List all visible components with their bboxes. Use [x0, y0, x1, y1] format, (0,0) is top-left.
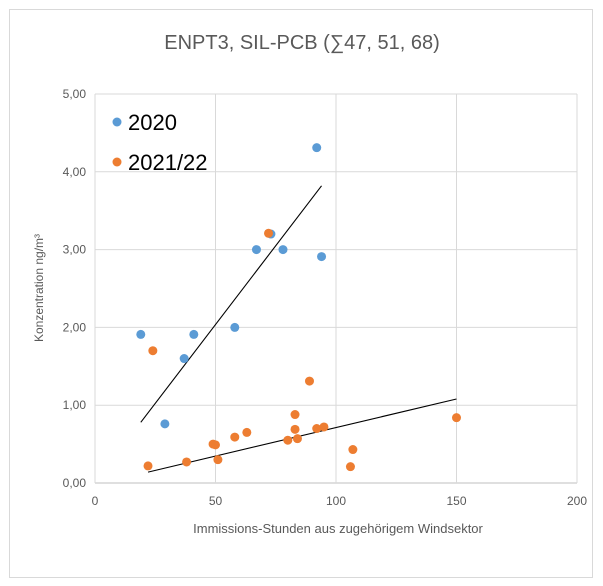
- grid-lines: [94, 93, 578, 484]
- y-tick-label: 2,00: [63, 320, 87, 334]
- data-point: [290, 424, 300, 434]
- data-point: [278, 245, 288, 255]
- y-tick-label: 4,00: [63, 165, 87, 179]
- data-point: [452, 413, 461, 423]
- chart-title: ENPT3, SIL-PCB (∑47, 51, 68): [164, 32, 439, 54]
- x-tick-label: 0: [92, 494, 99, 508]
- x-axis-label: Immissions-Stunden aus zugehörigem Winds…: [193, 521, 483, 536]
- legend: 2020 2021/22: [112, 110, 208, 175]
- data-point: [251, 245, 261, 255]
- data-points: [136, 143, 461, 472]
- data-point: [242, 427, 252, 437]
- legend-marker: [112, 117, 122, 127]
- data-point: [283, 435, 293, 445]
- data-point: [345, 462, 355, 472]
- data-point: [143, 461, 153, 471]
- x-tick-label: 200: [567, 494, 587, 508]
- data-point: [348, 445, 358, 455]
- data-point: [319, 422, 329, 432]
- data-point: [292, 434, 302, 444]
- legend-label: 2020: [128, 110, 177, 135]
- trendline: [147, 398, 457, 473]
- data-point: [148, 346, 158, 356]
- legend-marker: [112, 157, 122, 167]
- data-point: [317, 252, 327, 262]
- y-tick-label: 0,00: [63, 476, 87, 490]
- x-tick-label: 150: [446, 494, 466, 508]
- y-tick-label: 1,00: [63, 398, 87, 412]
- data-point: [136, 329, 146, 339]
- data-point: [230, 322, 240, 332]
- data-point: [312, 143, 322, 153]
- legend-label: 2021/22: [128, 150, 208, 175]
- data-point: [312, 424, 322, 434]
- data-point: [179, 354, 189, 364]
- trendline: [140, 185, 322, 423]
- data-point: [290, 410, 300, 420]
- data-point: [211, 440, 220, 450]
- y-axis-label: Konzentration ng/m³: [32, 234, 46, 342]
- y-tick-label: 3,00: [63, 243, 87, 257]
- data-point: [213, 455, 223, 465]
- trendlines: [140, 185, 457, 473]
- data-point: [189, 329, 199, 339]
- data-point: [182, 457, 192, 467]
- x-tick-label: 50: [209, 494, 223, 508]
- x-tick-labels: 0 50 100 150 200: [92, 494, 588, 508]
- x-tick-label: 100: [326, 494, 346, 508]
- y-tick-label: 5,00: [63, 87, 87, 101]
- data-point: [230, 432, 240, 442]
- data-point: [264, 228, 274, 238]
- data-point: [304, 376, 314, 386]
- y-tick-labels: 0,00 1,00 2,00 3,00 4,00 5,00: [63, 87, 87, 490]
- data-point: [160, 419, 170, 429]
